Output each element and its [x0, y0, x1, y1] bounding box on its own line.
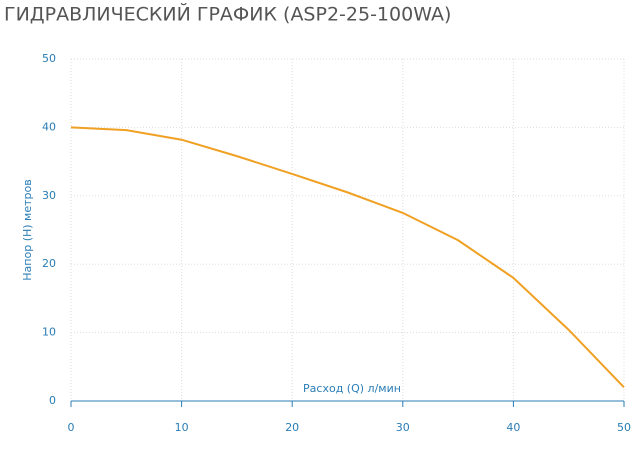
y-tick-label: 40	[42, 120, 56, 133]
y-tick-label: 20	[42, 257, 56, 270]
chart-title: ГИДРАВЛИЧЕСКИЙ ГРАФИК (ASP2-25-100WA)	[4, 3, 451, 26]
y-tick-label: 0	[49, 394, 56, 407]
y-tick-label: 50	[42, 52, 56, 65]
x-tick-label: 30	[396, 421, 410, 434]
x-tick-label: 0	[68, 421, 75, 434]
line	[70, 126, 625, 389]
x-tick-label: 10	[175, 421, 189, 434]
x-tick-label: 40	[506, 421, 520, 434]
x-tick-label: 50	[617, 421, 631, 434]
x-axis-label: Расход (Q) л/мин	[303, 382, 401, 395]
y-axis-label: Напор (H) метров	[21, 179, 34, 280]
x-tick-label: 20	[285, 421, 299, 434]
y-tick-label: 10	[42, 326, 56, 339]
y-tick-label: 30	[42, 189, 56, 202]
